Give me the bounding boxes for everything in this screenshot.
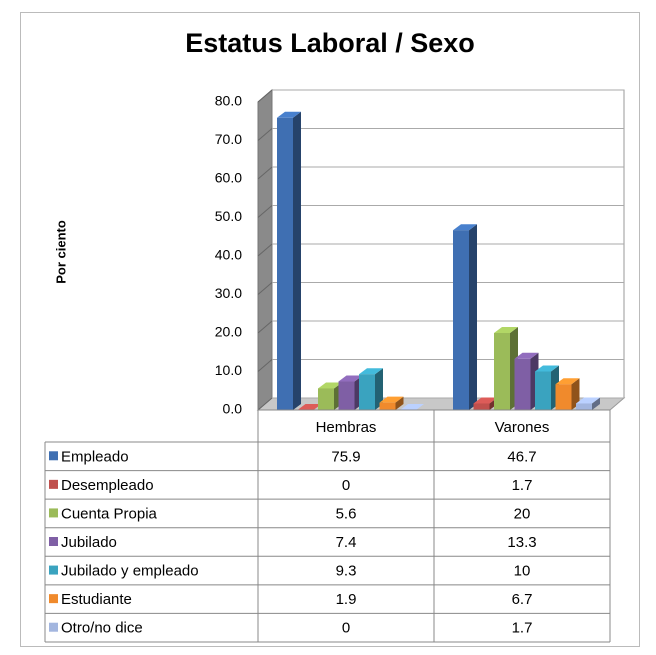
- bar: [338, 381, 355, 410]
- y-tick-label: 70.0: [215, 131, 242, 147]
- bar-top: [494, 327, 518, 333]
- bar-side: [375, 368, 383, 410]
- bar-top: [514, 352, 539, 359]
- y-tick-label: 30.0: [215, 285, 242, 301]
- table-value: 20: [514, 505, 531, 522]
- y-tick-label: 0.0: [223, 401, 243, 417]
- table-value: 10: [514, 563, 531, 580]
- y-axis-label: Por ciento: [53, 220, 68, 284]
- bar-top: [297, 404, 322, 410]
- table-value: 1.7: [512, 620, 533, 637]
- legend-key: [49, 622, 58, 632]
- bar-top: [555, 378, 580, 385]
- table-value: 9.3: [336, 563, 357, 580]
- y-tick-label: 60.0: [215, 170, 242, 186]
- bar: [318, 388, 334, 410]
- y-tick-label: 80.0: [215, 93, 242, 109]
- bar: [473, 403, 490, 410]
- grid-line-side: [257, 359, 273, 372]
- bar-top: [338, 375, 363, 382]
- bar: [514, 358, 531, 410]
- table-value: 7.4: [336, 534, 357, 551]
- grid-line-side: [257, 243, 273, 257]
- y-tick-label: 10.0: [215, 362, 242, 378]
- chart-title: Estatus Laboral / Sexo: [185, 28, 475, 58]
- legend-key: [49, 451, 58, 461]
- bar: [379, 402, 396, 410]
- table-value: 5.6: [336, 505, 357, 522]
- bar: [359, 374, 375, 410]
- table-value: 0: [342, 477, 350, 494]
- bar-top: [379, 396, 404, 403]
- table-value: 0: [342, 620, 350, 637]
- legend-key: [49, 594, 58, 604]
- table-value: 1.7: [512, 477, 533, 494]
- table-value: 46.7: [507, 448, 536, 465]
- table-value: 75.9: [331, 448, 360, 465]
- grid-line-side: [257, 166, 273, 180]
- grid-line-side: [257, 397, 273, 411]
- legend-key: [49, 508, 58, 518]
- category-label: Hembras: [316, 419, 377, 436]
- bar-side: [592, 397, 600, 410]
- legend-label: Jubilado y empleado: [61, 563, 199, 580]
- category-label: Varones: [495, 419, 550, 436]
- legend-label: Cuenta Propia: [61, 505, 158, 522]
- bar: [576, 403, 592, 410]
- y-tick-label: 50.0: [215, 208, 242, 224]
- bar-top: [277, 111, 301, 118]
- grid-line-side: [257, 128, 273, 141]
- bar-top: [576, 397, 600, 404]
- legend-label: Jubilado: [61, 534, 117, 551]
- y-tick-label: 40.0: [215, 247, 242, 263]
- grid-line-side: [257, 89, 273, 103]
- bar: [555, 384, 572, 410]
- bar-side: [293, 111, 301, 410]
- table-value: 13.3: [507, 534, 536, 551]
- legend-key: [49, 479, 58, 489]
- legend-label: Otro/no dice: [61, 620, 143, 637]
- bar-top: [318, 382, 342, 389]
- bar-side: [469, 224, 477, 410]
- legend-label: Empleado: [61, 448, 129, 465]
- grid-line-side: [257, 282, 273, 295]
- bar-top: [359, 368, 383, 375]
- bar-side: [571, 378, 580, 410]
- bar-top: [400, 404, 424, 410]
- bar-top: [453, 224, 477, 231]
- bar: [453, 230, 469, 410]
- bar: [535, 371, 551, 410]
- y-tick-label: 20.0: [215, 324, 242, 340]
- bar-side: [395, 396, 404, 410]
- grid-line-side: [257, 320, 273, 334]
- legend-key: [49, 565, 58, 575]
- legend-label: Desempleado: [61, 477, 154, 494]
- legend-label: Estudiante: [61, 591, 132, 608]
- grid-line-side: [257, 205, 273, 218]
- table-value: 6.7: [512, 591, 533, 608]
- table-value: 1.9: [336, 591, 357, 608]
- bar: [277, 117, 293, 410]
- legend-key: [49, 537, 58, 546]
- bar-top: [535, 365, 559, 372]
- bar-top: [473, 397, 498, 404]
- bar: [494, 333, 510, 410]
